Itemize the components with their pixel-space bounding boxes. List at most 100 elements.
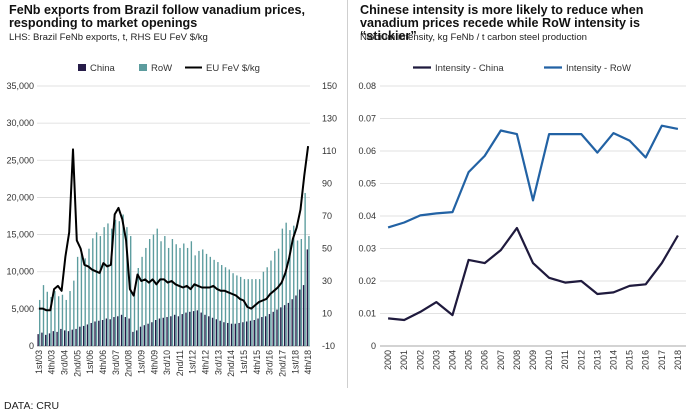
left-y-tick-label: 25,000 bbox=[6, 155, 34, 165]
china-bar bbox=[230, 323, 233, 346]
china-bar bbox=[211, 317, 214, 346]
china-bar bbox=[41, 332, 43, 346]
china-bar bbox=[215, 319, 218, 346]
left-y-tick-label: 5,000 bbox=[11, 304, 34, 314]
china-bar bbox=[302, 285, 305, 346]
row-bar bbox=[277, 248, 280, 346]
china-bar bbox=[120, 314, 123, 346]
china-bar bbox=[60, 328, 62, 346]
china-bar bbox=[52, 331, 54, 346]
left-y-tick-label: 10,000 bbox=[6, 267, 34, 277]
china-bar bbox=[86, 324, 89, 346]
right-y-tick-label: 0.06 bbox=[358, 146, 376, 156]
row-bar bbox=[243, 279, 246, 346]
left-chart-subtitle: LHS: Brazil FeNb exports, t, RHS EU FeV … bbox=[9, 32, 208, 43]
row-bar bbox=[224, 267, 227, 346]
china-bar bbox=[299, 289, 301, 346]
row-bar bbox=[65, 299, 67, 346]
row-bar bbox=[88, 248, 90, 346]
legend-china-swatch bbox=[78, 64, 86, 71]
row-bar bbox=[57, 296, 60, 346]
left-y2-tick-label: 150 bbox=[322, 81, 337, 91]
row-bar bbox=[304, 192, 306, 346]
left-chart-panel: FeNb exports from Brazil follow vanadium… bbox=[0, 0, 345, 388]
china-bar bbox=[90, 322, 92, 346]
left-y-tick-label: 20,000 bbox=[6, 192, 34, 202]
china-bar bbox=[192, 311, 195, 346]
legend-china-label: China bbox=[90, 63, 116, 74]
china-bar bbox=[139, 326, 142, 346]
left-x-tick-label: 4th/15 bbox=[252, 350, 262, 375]
row-bar bbox=[308, 236, 310, 346]
right-x-tick-label: 2010 bbox=[544, 350, 554, 370]
china-bar bbox=[117, 316, 119, 346]
row-bar bbox=[42, 285, 45, 346]
row-bar bbox=[114, 219, 117, 346]
row-bar bbox=[247, 279, 249, 346]
left-x-tick-label: 3rd/16 bbox=[265, 350, 275, 375]
left-x-tick-label: 2nd/11 bbox=[175, 350, 185, 376]
left-y-tick-label: 0 bbox=[29, 341, 34, 351]
row-bar bbox=[122, 214, 124, 346]
row-bar bbox=[145, 247, 147, 346]
china-bar bbox=[173, 314, 176, 346]
row-bar bbox=[274, 250, 276, 346]
right-y-tick-label: 0.02 bbox=[358, 276, 376, 286]
row-bar bbox=[137, 268, 139, 346]
row-bar bbox=[285, 222, 287, 346]
right-x-tick-label: 2002 bbox=[415, 350, 425, 370]
left-y-tick-label: 30,000 bbox=[6, 118, 34, 128]
row-bar bbox=[171, 239, 174, 346]
china-bar bbox=[204, 314, 206, 346]
china-bar bbox=[276, 309, 278, 346]
row-bar bbox=[258, 279, 261, 346]
row-bar bbox=[289, 230, 291, 346]
left-x-tick-label: 2nd/08 bbox=[124, 350, 134, 377]
right-x-tick-label: 2015 bbox=[625, 350, 635, 370]
china-bar bbox=[151, 322, 153, 346]
row-bar bbox=[69, 291, 71, 346]
row-bar bbox=[293, 225, 295, 346]
row-bar bbox=[281, 228, 284, 346]
left-y2-tick-label: 70 bbox=[322, 211, 332, 221]
china-bar bbox=[113, 317, 115, 346]
china-bar bbox=[170, 316, 172, 346]
china-bar bbox=[219, 320, 221, 346]
left-y2-tick-label: 10 bbox=[322, 309, 332, 319]
china-bar bbox=[105, 318, 108, 346]
left-x-tick-label: 4th/18 bbox=[303, 350, 313, 375]
right-y-tick-label: 0.08 bbox=[358, 81, 376, 91]
right-x-tick-label: 2005 bbox=[464, 350, 474, 370]
panel-divider bbox=[347, 0, 348, 388]
china-bar bbox=[136, 330, 138, 346]
left-x-tick-label: 1st/09 bbox=[136, 350, 146, 374]
left-x-tick-label: 4th/09 bbox=[149, 350, 159, 375]
row-bar bbox=[221, 265, 223, 346]
row-bar bbox=[213, 259, 215, 346]
china-bar bbox=[101, 320, 104, 346]
row-bar bbox=[156, 228, 158, 346]
left-x-tick-label: 4th/12 bbox=[201, 350, 211, 375]
row-bar bbox=[141, 256, 143, 346]
row-bar bbox=[202, 249, 204, 346]
row-bar bbox=[183, 243, 185, 346]
left-x-tick-label: 3rd/13 bbox=[213, 350, 223, 375]
legend-row-swatch bbox=[139, 64, 147, 71]
left-x-tick-label: 3rd/04 bbox=[60, 350, 70, 375]
row-bar bbox=[236, 275, 238, 346]
china-bar bbox=[109, 319, 111, 346]
left-x-tick-label: 1st/03 bbox=[34, 350, 44, 374]
eu-fev-line bbox=[38, 145, 310, 312]
legend-china-intensity-label: Intensity - China bbox=[435, 63, 504, 74]
left-x-tick-label: 3rd/07 bbox=[111, 350, 121, 375]
row-bar bbox=[126, 227, 128, 346]
china-bar bbox=[158, 318, 161, 346]
right-y-tick-label: 0.05 bbox=[358, 179, 376, 189]
china-bar bbox=[143, 325, 145, 346]
row-bar bbox=[179, 247, 181, 346]
data-source-note: DATA: CRU bbox=[4, 400, 60, 412]
legend-row-intensity-label: Intensity - RoW bbox=[566, 63, 631, 74]
row-bar bbox=[232, 273, 234, 346]
left-y2-tick-label: 130 bbox=[322, 114, 337, 124]
right-x-tick-label: 2017 bbox=[657, 350, 667, 370]
